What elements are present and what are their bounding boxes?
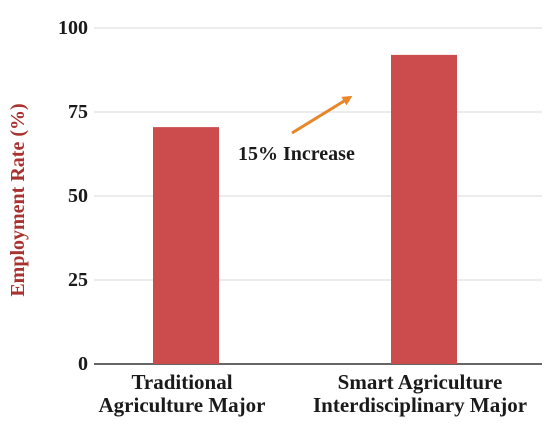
bar bbox=[391, 54, 457, 364]
y-tick-labels: 0 25 50 75 100 bbox=[58, 17, 88, 375]
y-tick-label: 50 bbox=[68, 185, 88, 207]
x-category-label: Traditional Agriculture Major bbox=[99, 370, 266, 417]
y-axis-label: Employment Rate (%) bbox=[7, 103, 29, 296]
y-tick-label: 25 bbox=[68, 269, 88, 291]
category-labels: Traditional Agriculture Major Smart Agricu… bbox=[99, 370, 528, 417]
x-category-label: Smart Agriculture Interdisciplinary Major bbox=[313, 370, 527, 417]
y-tick-label: 100 bbox=[58, 17, 88, 39]
bar bbox=[153, 127, 219, 365]
y-tick-label: 0 bbox=[78, 353, 88, 375]
increase-annotation: 15% Increase bbox=[238, 143, 355, 165]
y-tick-label: 75 bbox=[68, 101, 88, 123]
bars bbox=[153, 54, 457, 365]
increase-arrow bbox=[291, 95, 353, 135]
